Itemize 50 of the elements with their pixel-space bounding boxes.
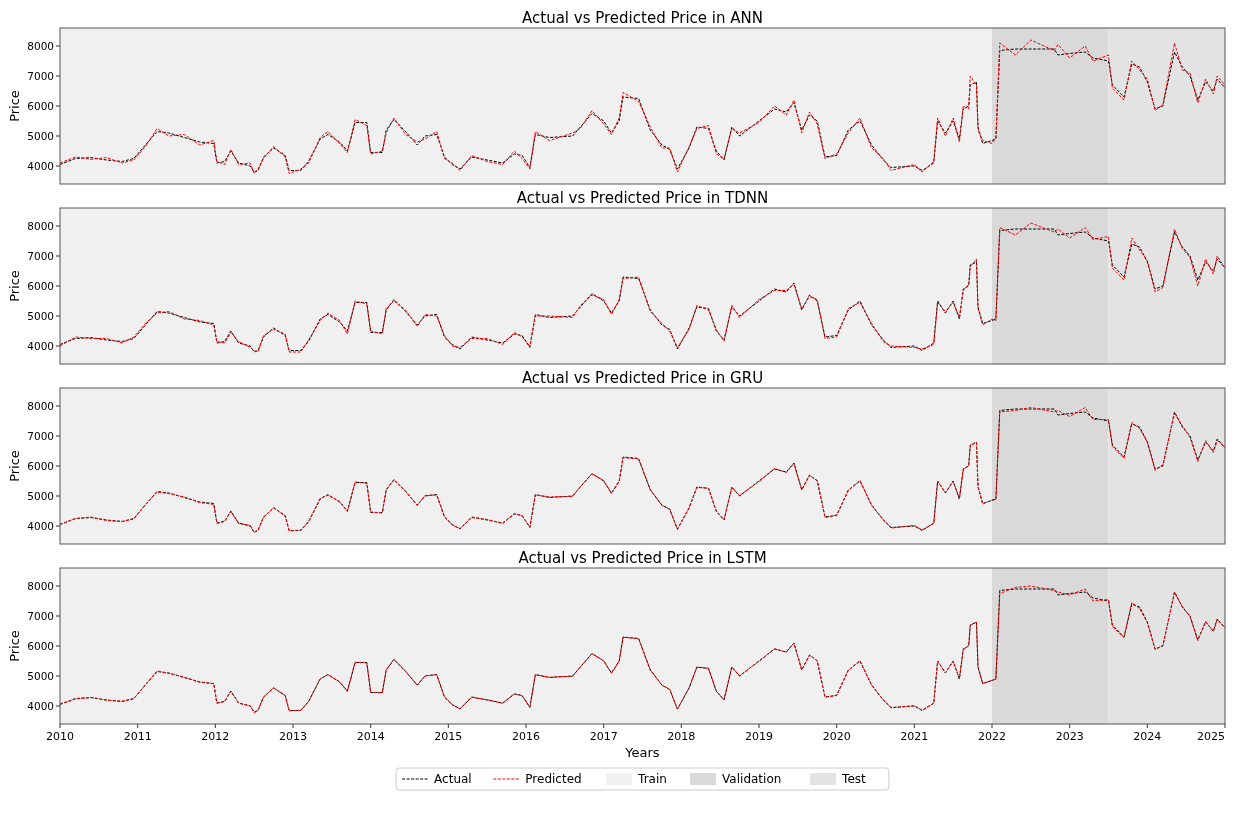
x-tick-label: 2010	[46, 730, 74, 743]
y-tick-label: 6000	[27, 640, 54, 652]
y-tick-label: 4000	[27, 700, 54, 712]
y-tick-label: 5000	[27, 490, 54, 502]
x-tick-label: 2025	[1197, 730, 1225, 743]
y-tick-label: 4000	[27, 520, 54, 532]
chart-title: Actual vs Predicted Price in LSTM	[518, 549, 767, 567]
y-axis-title: Price	[7, 450, 22, 482]
x-tick-label: 2021	[900, 730, 929, 743]
x-tick-label: 2012	[201, 730, 230, 743]
x-tick-label: 2011	[123, 730, 152, 743]
legend-label: Test	[841, 772, 867, 786]
x-tick-label: 2022	[978, 730, 1006, 743]
legend-label: Actual	[434, 772, 472, 786]
x-tick-label: 2019	[745, 730, 773, 743]
legend-label: Train	[637, 772, 667, 786]
y-tick-label: 4000	[27, 340, 54, 352]
y-tick-label: 6000	[27, 280, 54, 292]
y-tick-label: 8000	[27, 40, 54, 52]
x-tick-label: 2024	[1133, 730, 1162, 743]
y-tick-label: 6000	[27, 460, 54, 472]
y-tick-label: 5000	[27, 130, 54, 142]
x-tick-label: 2020	[822, 730, 851, 743]
x-tick-label: 2014	[356, 730, 385, 743]
y-tick-label: 7000	[27, 250, 54, 262]
y-tick-label: 8000	[27, 580, 54, 592]
y-tick-label: 8000	[27, 400, 54, 412]
legend-label: Validation	[722, 772, 782, 786]
y-tick-label: 5000	[27, 310, 54, 322]
y-tick-label: 7000	[27, 430, 54, 442]
legend-label: Predicted	[525, 772, 582, 786]
x-tick-label: 2017	[589, 730, 618, 743]
y-tick-label: 7000	[27, 610, 54, 622]
x-tick-label: 2013	[279, 730, 307, 743]
y-tick-label: 8000	[27, 220, 54, 232]
x-tick-label: 2018	[667, 730, 696, 743]
chart-title: Actual vs Predicted Price in GRU	[521, 369, 764, 387]
x-axis-title: Years	[624, 745, 660, 760]
y-tick-label: 4000	[27, 160, 54, 172]
chart-title: Actual vs Predicted Price in ANN	[522, 9, 763, 27]
x-tick-label: 2016	[512, 730, 540, 743]
y-axis-title: Price	[7, 90, 22, 122]
x-tick-label: 2023	[1055, 730, 1084, 743]
y-axis-title: Price	[7, 630, 22, 662]
chart-title: Actual vs Predicted Price in TDNN	[516, 189, 769, 207]
x-tick-label: 2015	[434, 730, 463, 743]
y-tick-label: 5000	[27, 670, 54, 682]
y-tick-label: 6000	[27, 100, 54, 112]
y-axis-title: Price	[7, 270, 22, 302]
y-tick-label: 7000	[27, 70, 54, 82]
